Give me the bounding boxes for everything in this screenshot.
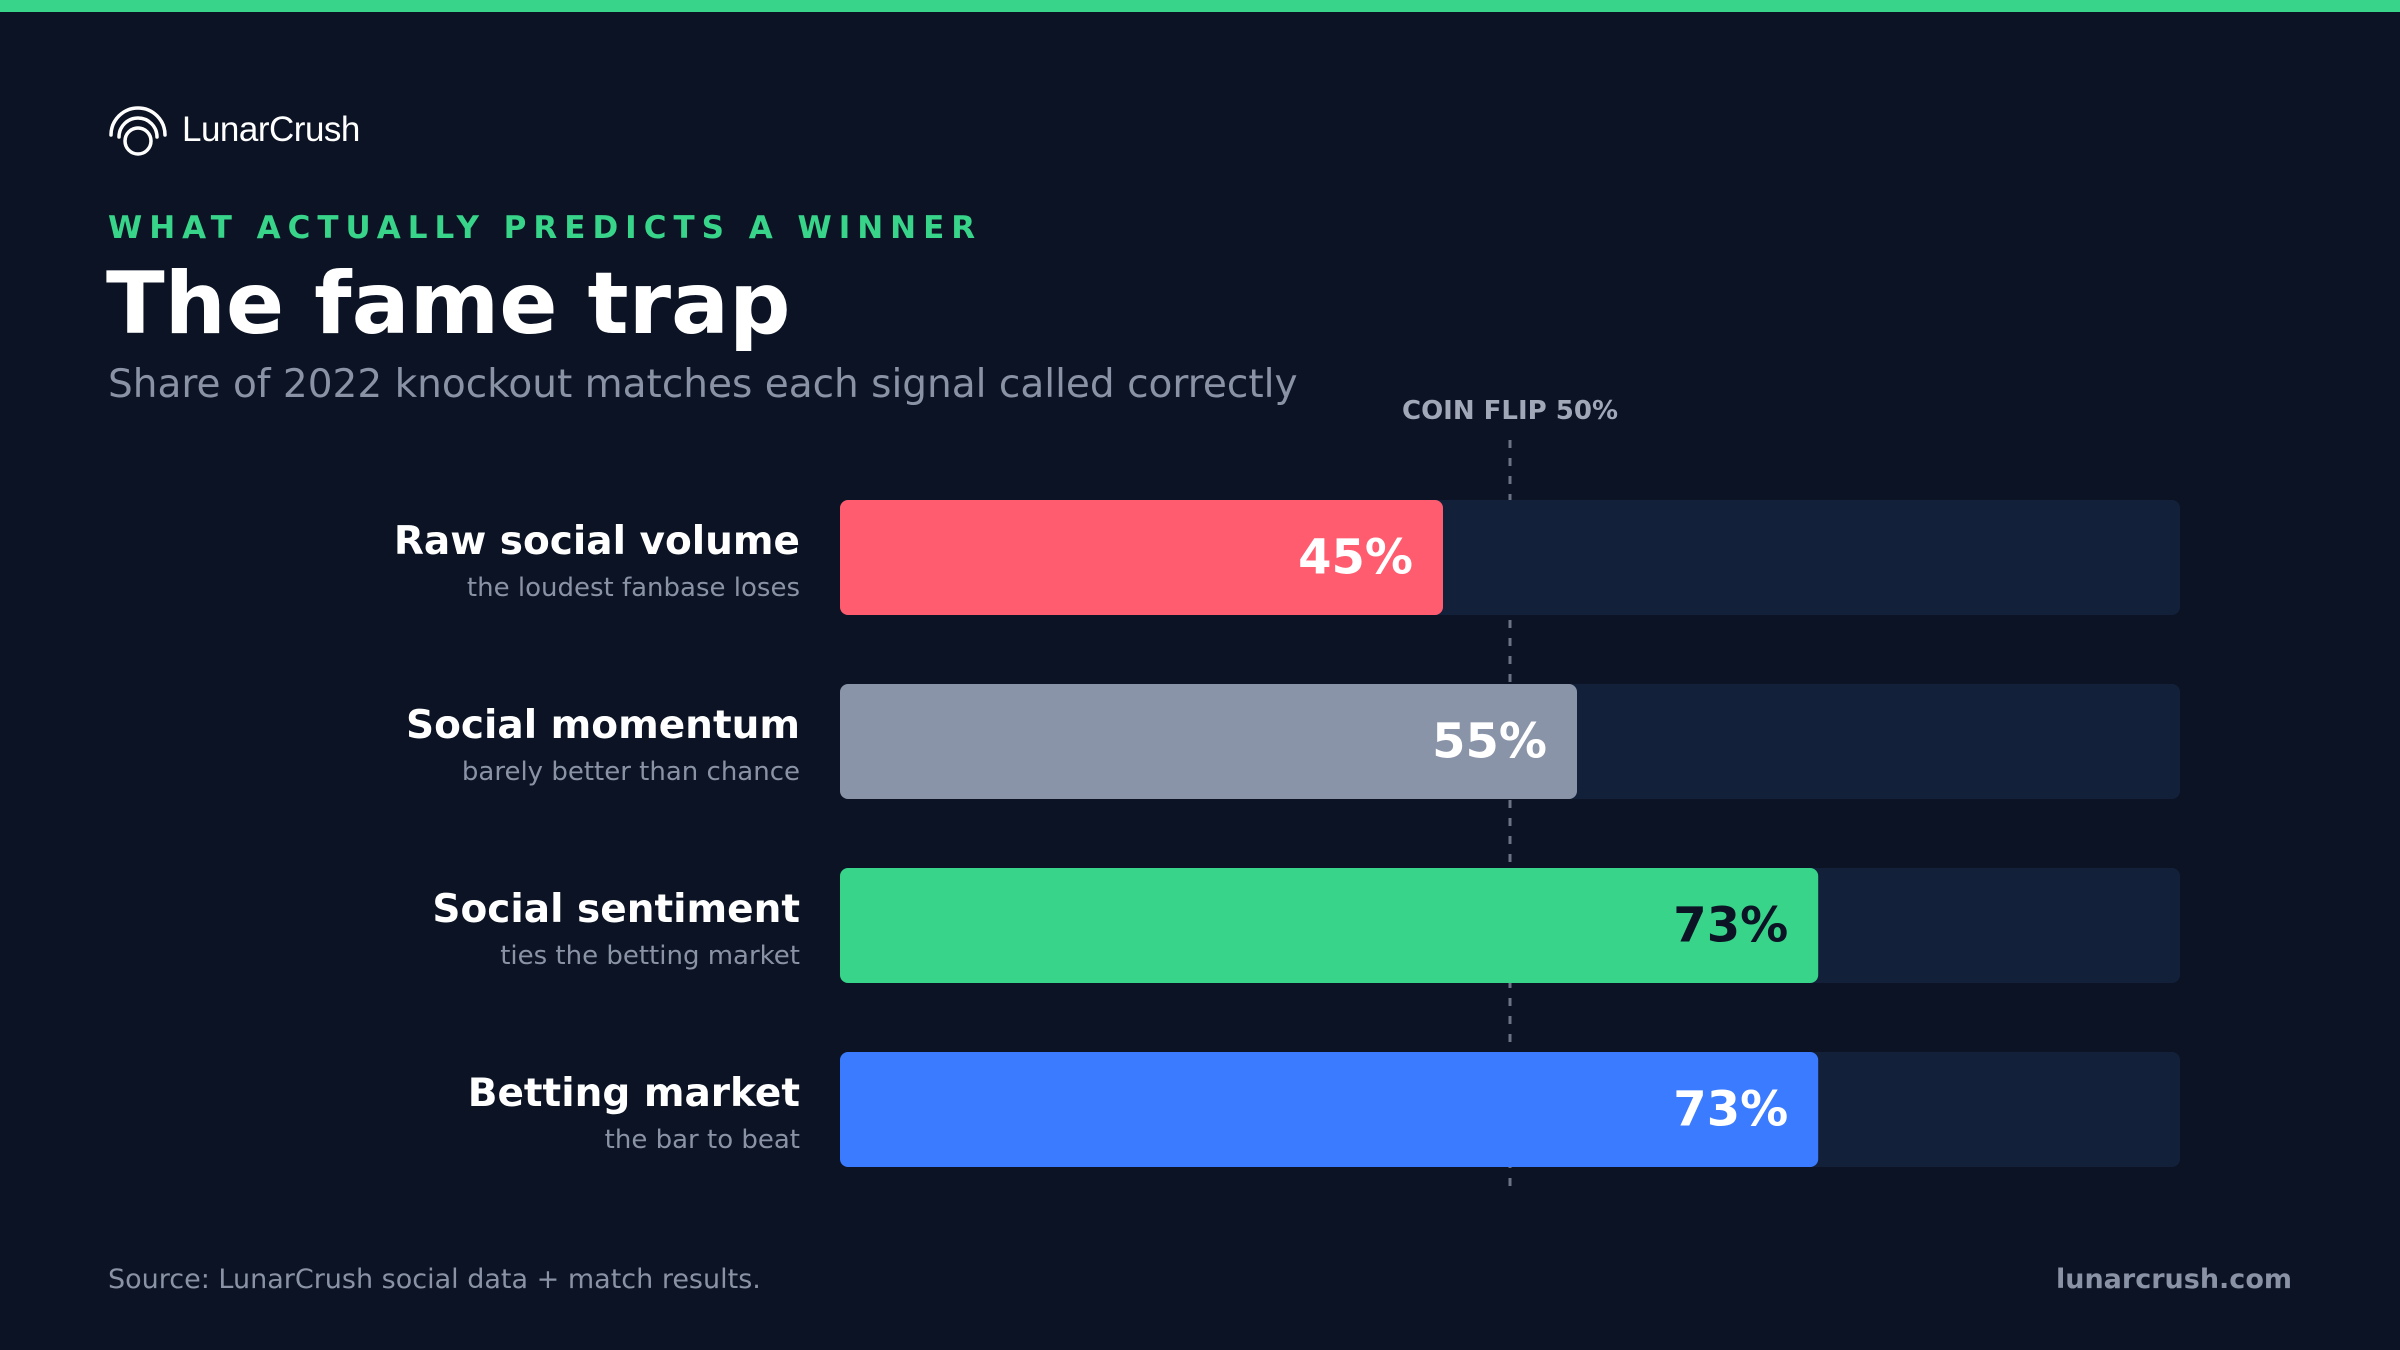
lunarcrush-logo-icon <box>109 106 167 156</box>
bar-value-label: 55% <box>1432 714 1547 770</box>
top-accent-stripe <box>0 0 2400 12</box>
chart-title: The fame trap <box>106 254 791 354</box>
bar-value-label: 45% <box>1298 530 1413 586</box>
website-link[interactable]: lunarcrush.com <box>2055 1264 2292 1295</box>
bar <box>840 868 1819 983</box>
chart-kicker: WHAT ACTUALLY PREDICTS A WINNER <box>108 210 983 246</box>
bar-value-label: 73% <box>1673 1082 1788 1138</box>
category-note: ties the betting market <box>500 941 800 971</box>
category-note: barely better than chance <box>462 757 800 787</box>
brand-logo: LunarCrush <box>108 102 360 158</box>
category-label: Social sentiment <box>432 887 800 932</box>
category-note: the bar to beat <box>605 1125 800 1155</box>
category-label: Betting market <box>468 1071 800 1116</box>
brand-name: LunarCrush <box>182 110 360 149</box>
category-note: the loudest fanbase loses <box>467 573 800 603</box>
chart-subtitle: Share of 2022 knockout matches each sign… <box>108 362 1298 407</box>
bar <box>840 1052 1819 1167</box>
category-label: Raw social volume <box>394 519 800 564</box>
source-note: Source: LunarCrush social data + match r… <box>108 1264 761 1295</box>
bar <box>840 684 1577 799</box>
reference-line-label: COIN FLIP 50% <box>1401 396 1619 426</box>
bar <box>840 500 1443 615</box>
bar-value-label: 73% <box>1673 898 1788 954</box>
category-label: Social momentum <box>406 703 800 748</box>
